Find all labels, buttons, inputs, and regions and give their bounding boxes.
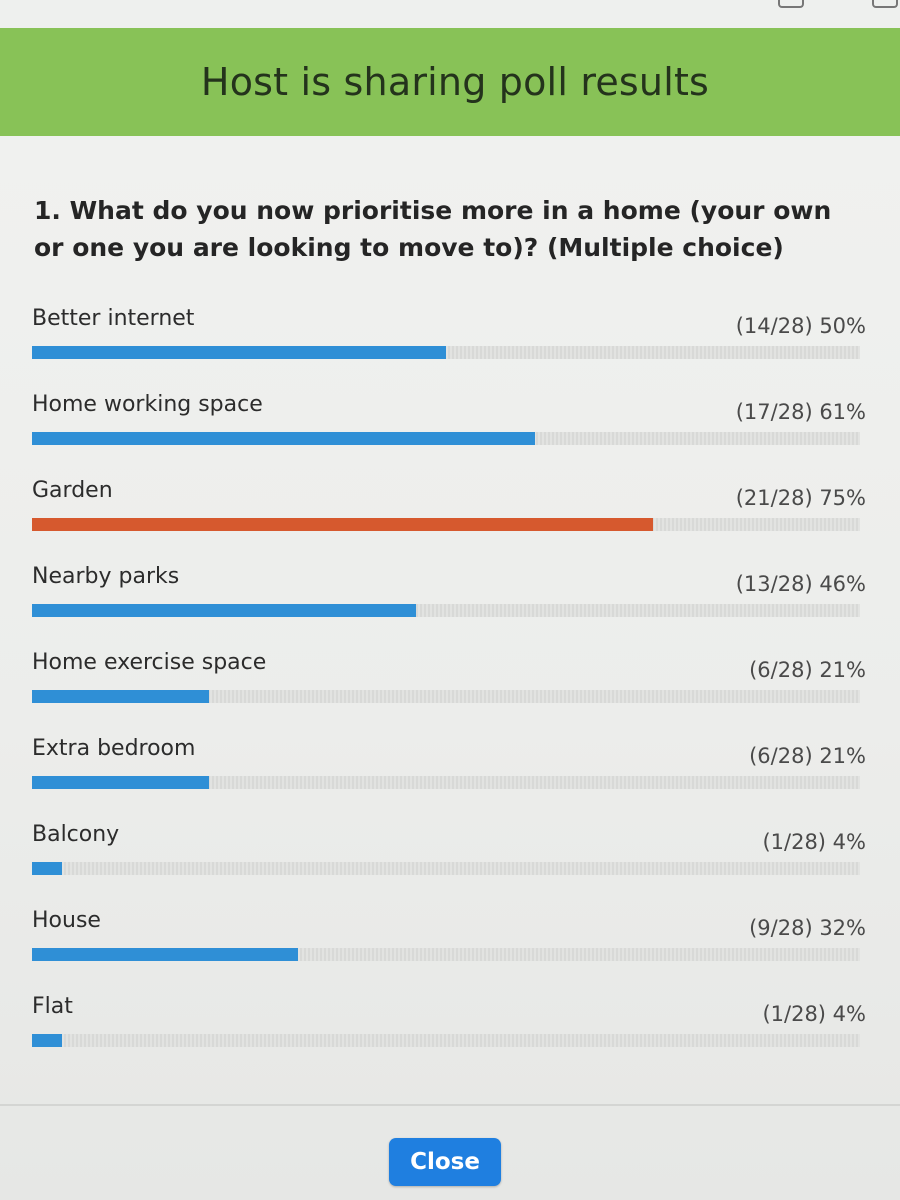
- poll-option-label: Home exercise space: [32, 650, 267, 675]
- poll-option-stats: (6/28) 21%: [749, 658, 866, 682]
- poll-result-track: [32, 690, 860, 703]
- poll-option-label: Nearby parks: [32, 564, 180, 589]
- poll-result-bar: [32, 1034, 62, 1047]
- poll-result-track: [32, 604, 860, 617]
- window-control-icon[interactable]: [872, 0, 898, 8]
- poll-result-track: [32, 948, 860, 961]
- poll-result-bar: [32, 776, 209, 789]
- poll-option: Flat (1/28) 4%: [32, 990, 866, 1076]
- poll-result-bar: [32, 948, 298, 961]
- poll-option-label: Balcony: [32, 822, 120, 847]
- poll-option-stats: (1/28) 4%: [762, 830, 866, 854]
- window-control-icon[interactable]: [778, 0, 804, 8]
- poll-option-stats: (17/28) 61%: [735, 400, 866, 424]
- poll-option: Balcony (1/28) 4%: [32, 818, 866, 904]
- poll-option: Extra bedroom (6/28) 21%: [32, 732, 866, 818]
- poll-option-stats: (14/28) 50%: [735, 314, 866, 338]
- poll-result-track: [32, 518, 860, 531]
- poll-option: Garden (21/28) 75%: [32, 474, 866, 560]
- banner-title: Host is sharing poll results: [200, 60, 710, 104]
- poll-result-bar: [32, 346, 446, 359]
- poll-option: Home working space (17/28) 61%: [32, 388, 866, 474]
- poll-option-stats: (9/28) 32%: [749, 916, 866, 940]
- poll-result-track: [32, 776, 860, 789]
- poll-result-bar: [32, 432, 535, 445]
- poll-option-stats: (13/28) 46%: [735, 572, 866, 596]
- poll-option: Nearby parks (13/28) 46%: [32, 560, 866, 646]
- poll-option-label: House: [32, 908, 101, 933]
- poll-option-stats: (1/28) 4%: [762, 1002, 866, 1026]
- poll-option-label: Flat: [32, 994, 73, 1019]
- poll-result-track: [32, 346, 860, 359]
- poll-option-stats: (21/28) 75%: [735, 486, 866, 510]
- close-button[interactable]: Close: [389, 1138, 501, 1186]
- poll-result-bar: [32, 604, 416, 617]
- poll-option-label: Better internet: [32, 306, 195, 331]
- poll-result-track: [32, 432, 860, 445]
- poll-option-label: Extra bedroom: [32, 736, 196, 761]
- poll-banner: Host is sharing poll results: [0, 28, 900, 136]
- poll-option-label: Garden: [32, 478, 113, 503]
- poll-option-label: Home working space: [32, 392, 263, 417]
- window-top-strip: [0, 0, 900, 28]
- poll-result-track: [32, 862, 860, 875]
- poll-result-bar: [32, 862, 62, 875]
- poll-option-stats: (6/28) 21%: [749, 744, 866, 768]
- poll-result-bar: [32, 690, 209, 703]
- poll-option: House (9/28) 32%: [32, 904, 866, 990]
- poll-result-track: [32, 1034, 860, 1047]
- poll-option: Better internet (14/28) 50%: [32, 302, 866, 388]
- poll-result-bar-top: [32, 518, 653, 531]
- poll-options-list: Better internet (14/28) 50% Home working s…: [32, 302, 866, 1076]
- poll-question: 1. What do you now prioritise more in a …: [34, 196, 832, 262]
- poll-option: Home exercise space (6/28) 21%: [32, 646, 866, 732]
- footer-divider: [0, 1104, 900, 1106]
